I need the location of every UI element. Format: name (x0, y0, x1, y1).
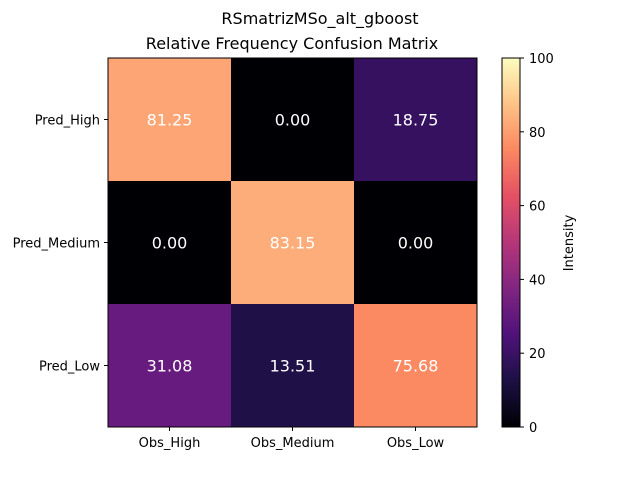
colorbar-ticks: 0 20 40 60 80 100 (520, 52, 554, 436)
heatmap-cell (354, 304, 478, 428)
colorbar-gradient (502, 58, 520, 427)
x-tick-label: Obs_High (139, 436, 201, 451)
heatmap-cell (108, 304, 232, 428)
colorbar-tick-label: 40 (529, 273, 546, 288)
heatmap-cell (231, 181, 355, 305)
y-tick-label: Pred_Medium (13, 237, 100, 252)
colorbar-label: Intensity (562, 214, 577, 271)
colorbar: 0 20 40 60 80 100 Intensity (501, 52, 577, 436)
heatmap-cell (108, 58, 232, 182)
heatmap-cell (354, 181, 478, 305)
colorbar-tick-label: 80 (529, 126, 546, 141)
y-axis: Pred_High Pred_Medium Pred_Low (13, 114, 108, 375)
colorbar-tick-label: 0 (529, 421, 537, 436)
chart-subtitle: Relative Frequency Confusion Matrix (146, 34, 438, 53)
x-tick-label: Obs_Medium (251, 436, 335, 451)
heatmap-cells (108, 58, 478, 428)
heatmap-cell (231, 304, 355, 428)
cell-value-label: 31.08 (147, 357, 193, 376)
heatmap-cell (231, 58, 355, 182)
cell-value-label: 81.25 (147, 111, 193, 130)
cell-value-label: 0.00 (398, 234, 434, 253)
x-axis: Obs_High Obs_Medium Obs_Low (139, 427, 445, 451)
cell-value-label: 13.51 (270, 357, 316, 376)
colorbar-tick-label: 100 (529, 52, 554, 67)
chart-title: RSmatrizMSo_alt_gboost (221, 9, 418, 29)
cell-value-label: 83.15 (270, 234, 316, 253)
heatmap-cell-labels: 81.25 0.00 18.75 0.00 83.15 0.00 31.08 13.51 75.… (147, 111, 439, 376)
colorbar-tick-label: 60 (529, 200, 546, 215)
colorbar-tick-label: 20 (529, 347, 546, 362)
cell-value-label: 18.75 (393, 111, 439, 130)
heatmap-cell (108, 181, 232, 305)
y-tick-label: Pred_Low (39, 360, 100, 375)
x-tick-label: Obs_Low (387, 436, 445, 451)
heatmap-cell (354, 58, 478, 182)
colorbar-frame (501, 57, 521, 428)
cell-value-label: 0.00 (275, 111, 311, 130)
cell-value-label: 75.68 (393, 357, 439, 376)
y-tick-label: Pred_High (35, 114, 100, 129)
cell-value-label: 0.00 (152, 234, 188, 253)
